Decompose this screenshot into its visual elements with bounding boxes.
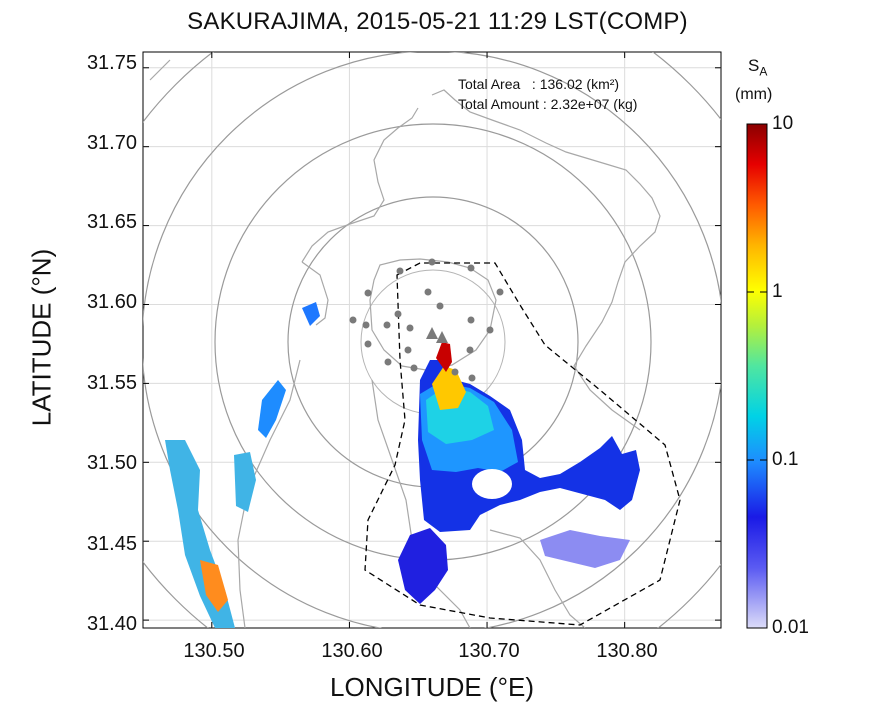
ash-patch-south (398, 528, 448, 604)
island-coastline (369, 258, 497, 371)
x-tick-label: 130.50 (183, 640, 245, 662)
x-tick-label: 130.70 (458, 640, 520, 662)
coastline-corner (149, 59, 171, 81)
map-title: SAKURAJIMA, 2015-05-21 11:29 LST(COMP) (187, 8, 688, 35)
station-marker (496, 288, 504, 296)
ash-patch-northwest (302, 302, 320, 326)
colorbar-label: 10 (772, 113, 794, 134)
boundary-dashed (364, 262, 681, 626)
station-marker (467, 264, 475, 272)
volcano-vent-markers (426, 327, 448, 343)
station-marker (362, 321, 370, 329)
ash-patch-west-high (200, 560, 228, 612)
y-tick-label: 31.55 (86, 372, 137, 394)
axis-ticks (143, 52, 721, 628)
station-marker (406, 324, 414, 332)
ash-patch-central-west (258, 380, 286, 438)
station-marker (364, 340, 372, 348)
station-marker (384, 358, 392, 366)
colorbar-subscript: A (759, 64, 768, 79)
station-markers (349, 258, 504, 382)
coastline-south (489, 529, 586, 628)
x-axis-label: LONGITUDE (°E) (330, 672, 534, 702)
colorbar (746, 123, 768, 629)
y-tick-label: 31.45 (86, 533, 137, 555)
ash-patch-southeast (540, 530, 630, 568)
station-marker (364, 289, 372, 297)
station-marker (410, 364, 418, 372)
y-tick-label: 31.70 (86, 132, 137, 154)
colorbar-unit: (mm) (735, 86, 773, 103)
vent-triangle-showa (436, 331, 448, 343)
y-axis-label: LATITUDE (°N) (26, 248, 57, 427)
station-marker (396, 267, 404, 275)
station-marker (383, 321, 391, 329)
station-marker (451, 368, 459, 376)
y-tick-label: 31.65 (86, 211, 137, 233)
x-tick-label: 130.60 (321, 640, 383, 662)
ash-gap (472, 469, 512, 499)
colorbar-ticks (747, 291, 767, 461)
coastline-bay-south (371, 379, 471, 628)
station-marker (349, 316, 357, 324)
y-tick-label: 31.60 (86, 291, 137, 313)
coastline-north (301, 107, 419, 263)
colorbar-label: 0.01 (772, 617, 809, 638)
station-marker (467, 316, 475, 324)
station-marker (468, 374, 476, 382)
y-tick-label: 31.40 (86, 613, 137, 635)
x-tick-label: 130.80 (596, 640, 658, 662)
total-amount-annotation: Total Amount : 2.32e+07 (kg) (458, 96, 638, 112)
colorbar-label: 1 (772, 281, 783, 302)
station-marker (486, 326, 494, 334)
station-marker (404, 346, 412, 354)
ash-patch-west-mid (234, 452, 256, 512)
total-area-annotation: Total Area : 136.02 (km²) (458, 76, 620, 92)
station-marker (394, 310, 402, 318)
station-marker (466, 346, 474, 354)
y-tick-label: 31.75 (86, 52, 137, 74)
ash-deposit-patches (165, 302, 640, 628)
vent-triangle-minamidake (426, 327, 438, 339)
y-tick-label: 31.50 (86, 452, 137, 474)
ash-plume-peak (436, 342, 452, 372)
colorbar-label: 0.1 (772, 449, 799, 470)
ash-plume-high (432, 366, 466, 410)
station-marker (436, 302, 444, 310)
colorbar-title: SA (748, 56, 767, 78)
coastline-bay-west (301, 261, 329, 326)
colorbar-variable: S (748, 56, 760, 75)
station-marker (428, 258, 436, 266)
station-marker (424, 288, 432, 296)
coastline-east (431, 89, 661, 431)
